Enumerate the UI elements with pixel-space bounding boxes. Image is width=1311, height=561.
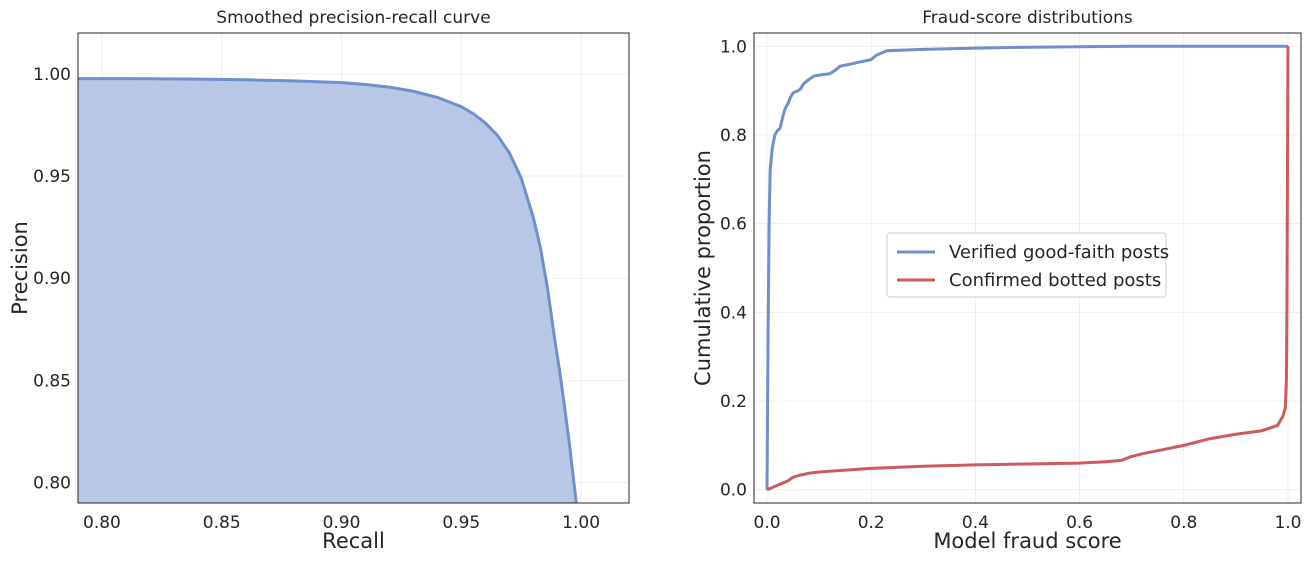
fraud-score-chart: 0.0 0.2 0.4 0.6 0.8 1.0 0.0 0.2 0.4 0.6 0.8 1.0 Fr… (691, 8, 1302, 553)
pr-x-tick-label: 0.90 (323, 513, 361, 533)
pr-x-tick-label: 0.85 (203, 513, 241, 533)
legend-label-botted: Confirmed botted posts (949, 270, 1161, 291)
pr-chart-title: Smoothed precision-recall curve (216, 8, 490, 28)
fraud-x-tick-label: 0.2 (858, 513, 885, 533)
fraud-y-ticks: 0.0 0.2 0.4 0.6 0.8 1.0 (720, 37, 747, 500)
pr-y-tick-label: 0.95 (33, 167, 71, 187)
series-line-botted (766, 46, 1290, 492)
fraud-axes-frame (753, 32, 1302, 504)
pr-axes-frame (77, 32, 630, 504)
fraud-chart-title: Fraud-score distributions (922, 8, 1133, 28)
fraud-x-tick-label: 1.0 (1274, 513, 1301, 533)
pr-curve-line (78, 77, 578, 504)
fraud-series-lines (765, 44, 1290, 492)
pr-x-axis-label: Recall (322, 529, 385, 553)
fraud-y-axis-label: Cumulative proportion (691, 150, 715, 386)
fraud-x-tick-label: 0.4 (962, 513, 989, 533)
pr-y-axis-label: Precision (8, 221, 32, 315)
pr-x-tick-label: 0.95 (442, 513, 480, 533)
fraud-y-tick-label: 0.8 (720, 126, 747, 146)
legend: Verified good-faith posts Confirmed bott… (886, 232, 1169, 298)
legend-label-good-faith: Verified good-faith posts (949, 242, 1169, 263)
fraud-x-axis-label: Model fraud score (933, 529, 1121, 553)
pr-y-tick-label: 1.00 (33, 65, 71, 85)
fraud-y-tick-label: 0.0 (720, 481, 747, 501)
pr-area-fill (78, 78, 577, 503)
pr-curve-chart: 0.80 0.85 0.90 0.95 1.00 0.80 0.85 0.90 0.95 1.0… (8, 8, 630, 553)
fraud-x-ticks: 0.0 0.2 0.4 0.6 0.8 1.0 (754, 513, 1302, 533)
pr-y-tick-label: 0.90 (33, 269, 71, 289)
pr-y-tick-label: 0.85 (33, 371, 71, 391)
pr-x-tick-label: 0.80 (83, 513, 121, 533)
pr-y-ticks: 0.80 0.85 0.90 0.95 1.00 (33, 65, 71, 494)
pr-x-tick-label: 1.00 (562, 513, 600, 533)
fraud-y-tick-label: 0.2 (720, 392, 747, 412)
fraud-x-tick-label: 0.6 (1066, 513, 1093, 533)
series-line-good-faith (765, 44, 1288, 490)
pr-y-tick-label: 0.80 (33, 474, 71, 494)
fraud-y-tick-label: 1.0 (720, 37, 747, 57)
fraud-x-tick-label: 0.8 (1170, 513, 1197, 533)
fraud-y-tick-label: 0.6 (720, 215, 747, 235)
pr-x-ticks: 0.80 0.85 0.90 0.95 1.00 (83, 513, 600, 533)
legend-box (886, 232, 1167, 298)
fraud-y-tick-label: 0.4 (720, 303, 747, 323)
fraud-x-tick-label: 0.0 (754, 513, 781, 533)
